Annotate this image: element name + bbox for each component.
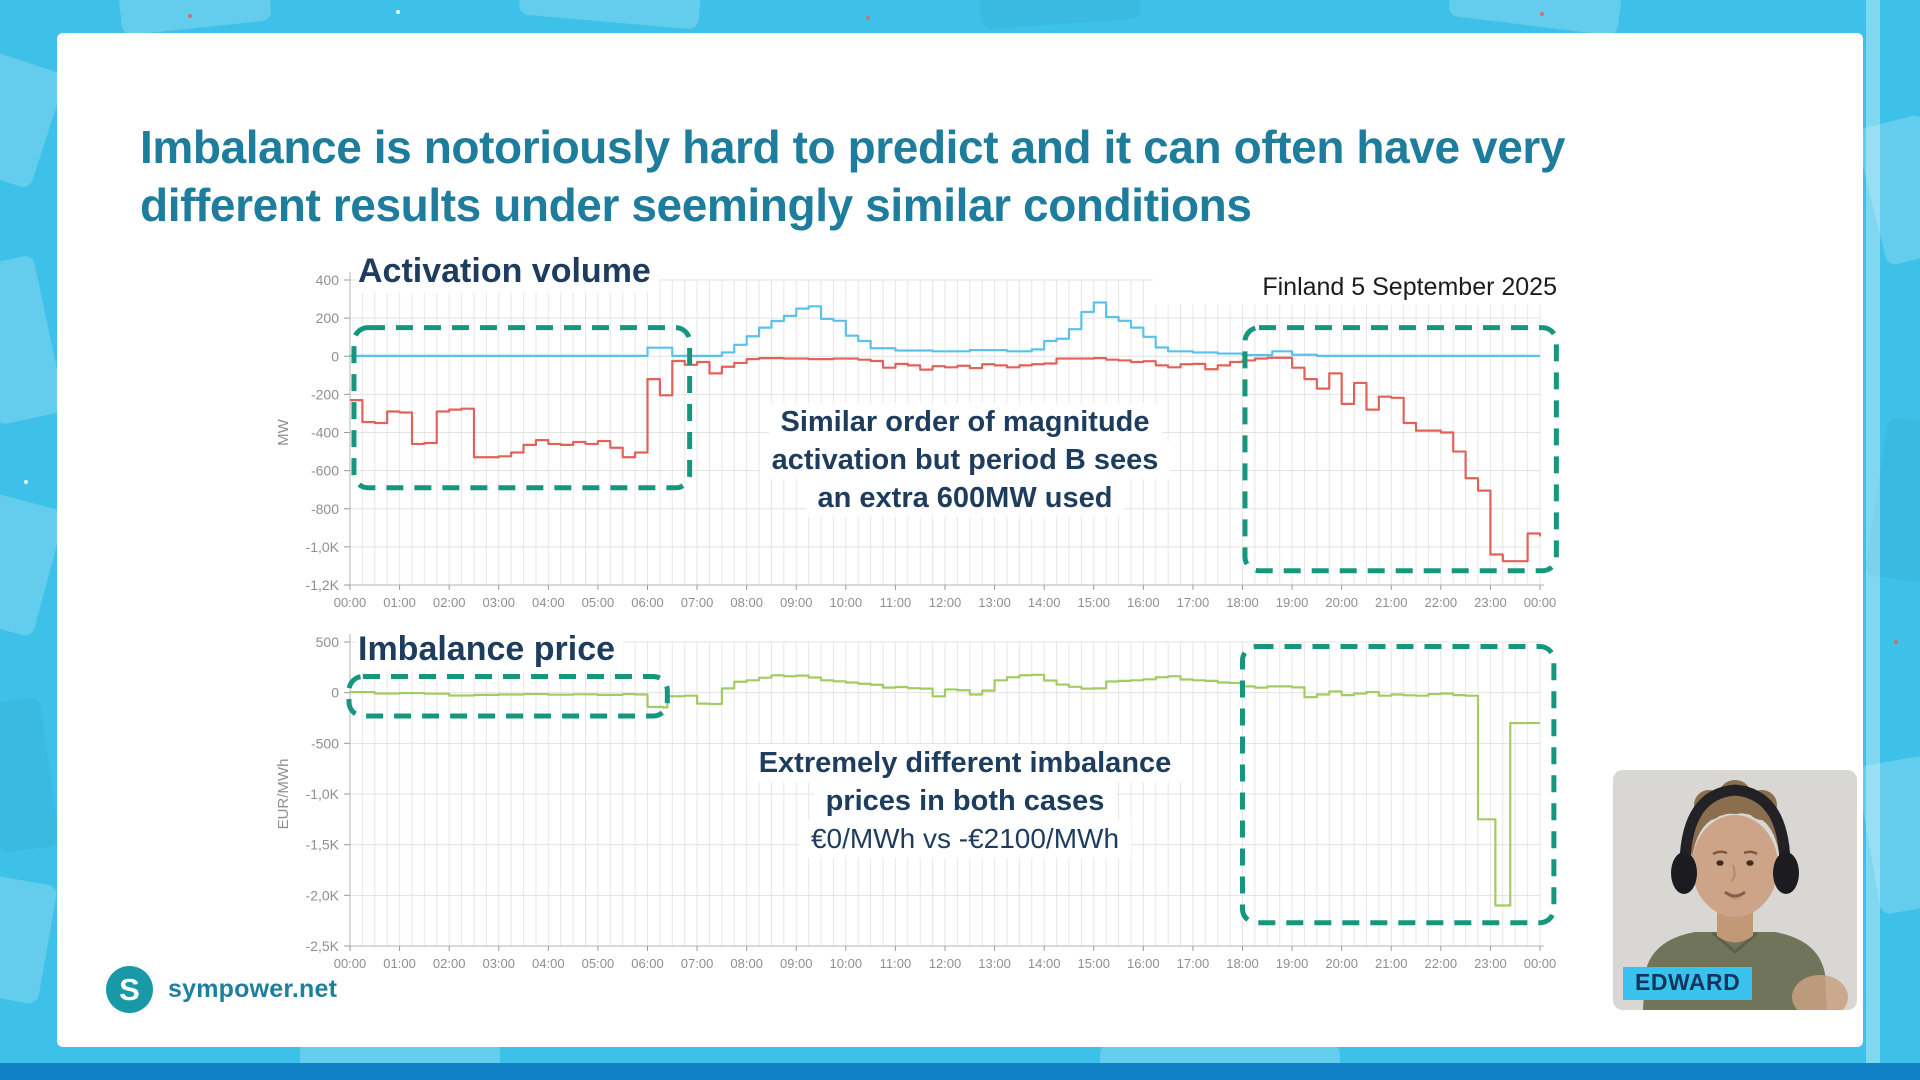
background-pattern xyxy=(978,0,1142,30)
background-dot xyxy=(396,10,400,14)
background-pattern xyxy=(118,0,272,36)
background-pattern xyxy=(1447,0,1623,37)
slide-title-line1: Imbalance is notoriously hard to predict… xyxy=(140,121,1566,173)
annotation-line: an extra 600MW used xyxy=(805,479,1125,517)
background-pattern xyxy=(0,875,58,1005)
chart-date-label: Finland 5 September 2025 xyxy=(1153,272,1561,305)
slide-title-line2: different results under seemingly simila… xyxy=(140,179,1252,231)
price-annotation: Extremely different imbalance prices in … xyxy=(610,744,1320,858)
background-dot xyxy=(1894,640,1898,644)
background-dot xyxy=(866,16,870,20)
person-head xyxy=(1692,815,1778,917)
sympower-logo: S sympower.net xyxy=(106,966,337,1013)
headphones-icon xyxy=(1679,784,1791,863)
webcam-name-tag: EDWARD xyxy=(1623,967,1753,1000)
person-hand xyxy=(1792,975,1848,1010)
background-dot xyxy=(1540,12,1544,16)
background-dot xyxy=(24,480,28,484)
activation-chart-title: Activation volume xyxy=(356,252,659,293)
annotation-line: Similar order of magnitude xyxy=(768,403,1162,441)
sympower-logo-icon: S xyxy=(106,966,153,1013)
slide-title: Imbalance is notoriously hard to predict… xyxy=(140,118,1790,234)
activation-annotation: Similar order of magnitude activation bu… xyxy=(640,403,1290,517)
annotation-line: prices in both cases xyxy=(813,782,1117,820)
webcam-tile: EDWARD xyxy=(1613,770,1857,1010)
background-pattern xyxy=(0,696,61,854)
background-pattern xyxy=(1854,113,1920,267)
price-chart-title: Imbalance price xyxy=(356,630,624,671)
bottom-strip xyxy=(0,1063,1920,1080)
annotation-line: activation but period B sees xyxy=(759,441,1171,479)
background-pattern xyxy=(1866,0,1880,1080)
background-pattern xyxy=(0,254,66,426)
background-dot xyxy=(188,14,192,18)
background-pattern xyxy=(518,0,702,30)
annotation-line: €0/MWh vs -€2100/MWh xyxy=(798,820,1132,858)
annotation-line: Extremely different imbalance xyxy=(746,744,1184,782)
background-pattern xyxy=(0,492,66,638)
sympower-logo-text: sympower.net xyxy=(168,975,338,1003)
